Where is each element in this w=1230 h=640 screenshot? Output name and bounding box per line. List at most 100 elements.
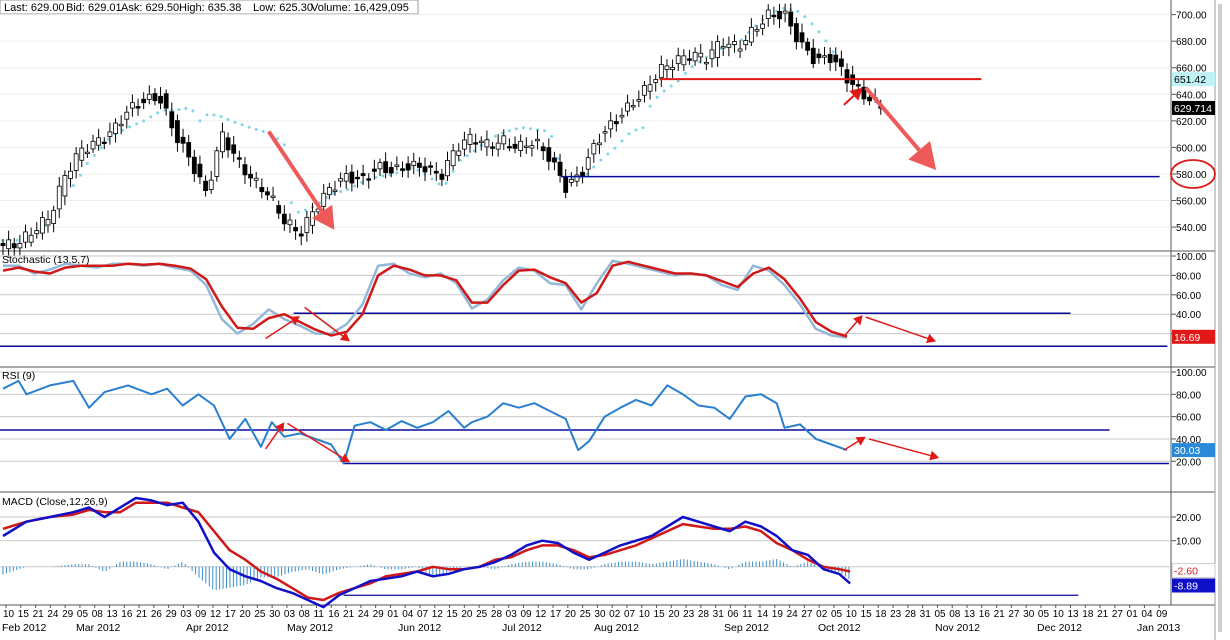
x-day-label: 15 xyxy=(18,609,30,620)
candle-body xyxy=(130,102,135,109)
ask-price: Ask: 629.50 xyxy=(121,2,179,14)
current-price-label-bg xyxy=(1172,100,1215,115)
rsi-arrow-shaft xyxy=(264,429,280,450)
stochastic-arrow xyxy=(304,306,350,342)
candle-body xyxy=(214,150,220,177)
x-day-label: 17 xyxy=(550,609,562,620)
low-price: Low: 625.30 xyxy=(253,2,313,14)
parabolic-sar-dot xyxy=(507,129,511,133)
candle-body xyxy=(675,55,681,64)
candle-body xyxy=(45,219,51,226)
parabolic-sar-dot xyxy=(261,130,265,134)
bounce-arrow-head xyxy=(849,87,863,101)
bid-price: Bid: 629.01 xyxy=(66,2,122,14)
x-day-label: 16 xyxy=(979,609,991,620)
rsi-axis-tick-label: 20.00 xyxy=(1176,457,1201,468)
x-day-label: 02 xyxy=(816,609,828,620)
x-month-label: Dec 2012 xyxy=(1037,622,1082,634)
candle-body xyxy=(208,179,214,190)
parabolic-sar-dot xyxy=(346,188,350,192)
candle-body xyxy=(793,23,799,43)
x-day-label: 13 xyxy=(106,609,118,620)
parabolic-sar-dot xyxy=(177,108,181,112)
parabolic-sar-dot xyxy=(810,22,814,26)
candle-body xyxy=(619,114,625,118)
candle-body xyxy=(523,145,529,148)
candle-body xyxy=(141,98,147,104)
parabolic-sar-dot xyxy=(233,120,237,124)
parabolic-sar-dot xyxy=(521,126,525,130)
rsi-axis-tick-label: 100.00 xyxy=(1176,368,1207,379)
price-axis-tick-label: 580.00 xyxy=(1176,170,1207,181)
candle-body xyxy=(360,173,366,176)
parabolic-sar-dot xyxy=(128,125,132,129)
candle-body xyxy=(175,120,180,144)
rsi-arrow xyxy=(264,422,285,450)
x-day-label: 04 xyxy=(1141,609,1153,620)
parabolic-sar-dot xyxy=(205,113,209,117)
candle-body xyxy=(388,167,394,174)
candle-body xyxy=(23,231,28,243)
candle-body xyxy=(833,54,839,63)
candle-body xyxy=(664,65,670,70)
candle-body xyxy=(203,180,208,192)
x-day-label: 13 xyxy=(1068,609,1080,620)
parabolic-sar-dot xyxy=(353,184,357,188)
x-day-label: 21 xyxy=(1097,609,1109,620)
rsi-arrow-head xyxy=(855,436,866,446)
candle-body xyxy=(602,131,608,134)
x-day-label: 21 xyxy=(33,609,45,620)
candle-body xyxy=(242,164,248,176)
x-day-label: 15 xyxy=(654,609,666,620)
candle-body xyxy=(169,111,175,129)
x-day-label: 30 xyxy=(1023,609,1035,620)
x-day-label: 26 xyxy=(151,609,163,620)
x-month-label: May 2012 xyxy=(287,622,333,634)
candle-body xyxy=(34,230,40,235)
x-day-label: 28 xyxy=(698,609,710,620)
x-day-label: 16 xyxy=(121,609,133,620)
rsi-arrow-head xyxy=(929,450,940,461)
candle-body xyxy=(777,10,782,20)
candle-body xyxy=(720,46,726,49)
candle-body xyxy=(473,142,479,145)
x-day-label: 19 xyxy=(772,609,784,620)
candle-body xyxy=(754,29,760,32)
x-day-label: 08 xyxy=(949,609,961,620)
parabolic-sar-dot xyxy=(289,201,293,205)
stochastic-d-line xyxy=(2,260,848,338)
stochastic-axis-tick-label: 100.00 xyxy=(1176,252,1207,263)
candle-body xyxy=(816,53,822,59)
candle-body xyxy=(90,140,96,150)
candle-body xyxy=(585,157,591,170)
parabolic-sar-dot xyxy=(754,24,758,28)
candle-body xyxy=(321,192,327,207)
candle-body xyxy=(96,137,102,146)
macd-axis-tick-label: 20.00 xyxy=(1176,513,1201,524)
stochastic-arrow-shaft xyxy=(865,316,928,340)
projection-arrow-shaft xyxy=(864,86,921,152)
candle-body xyxy=(591,143,597,155)
candle-body xyxy=(692,51,698,62)
parabolic-sar-dot xyxy=(149,115,153,119)
macd-panel: MACD (Close,12,26,9) 20.00 10.00 -2.60 -8.89 xyxy=(0,496,1216,609)
candle-body xyxy=(799,32,805,43)
candle-body xyxy=(467,133,473,145)
x-day-label: 24 xyxy=(47,609,59,620)
stochastic-arrow-head xyxy=(339,332,350,342)
parabolic-sar-dot xyxy=(332,191,336,195)
candle-body xyxy=(715,41,721,58)
stochastic-arrow xyxy=(843,315,863,338)
candle-body xyxy=(546,147,552,162)
price-axis-tick-label: 540.00 xyxy=(1176,223,1207,234)
candle-body xyxy=(377,162,383,170)
x-day-label: 23 xyxy=(683,609,695,620)
x-day-label: 24 xyxy=(358,609,370,620)
candle-body xyxy=(298,233,304,237)
parabolic-sar-dot xyxy=(275,137,279,141)
parabolic-sar-dot xyxy=(451,169,455,173)
price-panel: 700.00 680.00 660.00 640.00 620.00 600.00 580.… xyxy=(0,3,1216,258)
x-day-label: 15 xyxy=(861,609,873,620)
parabolic-sar-dot xyxy=(697,60,701,64)
